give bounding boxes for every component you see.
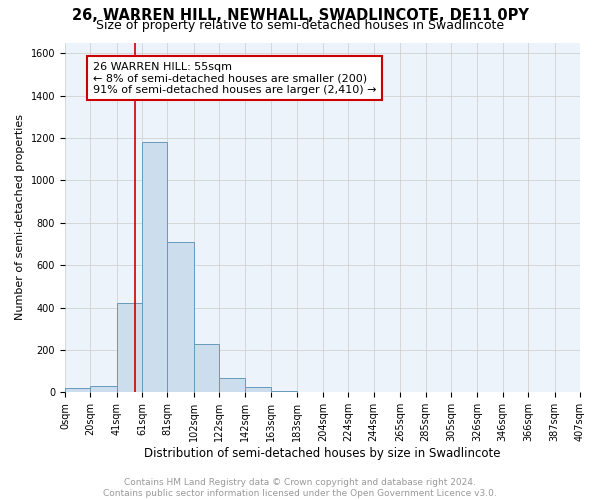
Bar (220, 378, 245, 392)
Bar (90, 386, 117, 392)
X-axis label: Distribution of semi-detached houses by size in Swadlincote: Distribution of semi-detached houses by … (144, 447, 501, 460)
Text: 26, WARREN HILL, NEWHALL, SWADLINCOTE, DE11 0PY: 26, WARREN HILL, NEWHALL, SWADLINCOTE, D… (71, 8, 529, 22)
Bar (245, 387, 271, 392)
Bar (117, 304, 142, 392)
Bar (65, 388, 90, 392)
Text: Size of property relative to semi-detached houses in Swadlincote: Size of property relative to semi-detach… (96, 18, 504, 32)
Text: Contains HM Land Registry data © Crown copyright and database right 2024.
Contai: Contains HM Land Registry data © Crown c… (103, 478, 497, 498)
Bar (194, 344, 220, 392)
Text: 26 WARREN HILL: 55sqm
← 8% of semi-detached houses are smaller (200)
91% of semi: 26 WARREN HILL: 55sqm ← 8% of semi-detac… (93, 62, 376, 95)
Y-axis label: Number of semi-detached properties: Number of semi-detached properties (15, 114, 25, 320)
Bar (167, 242, 194, 392)
Bar (142, 142, 167, 393)
